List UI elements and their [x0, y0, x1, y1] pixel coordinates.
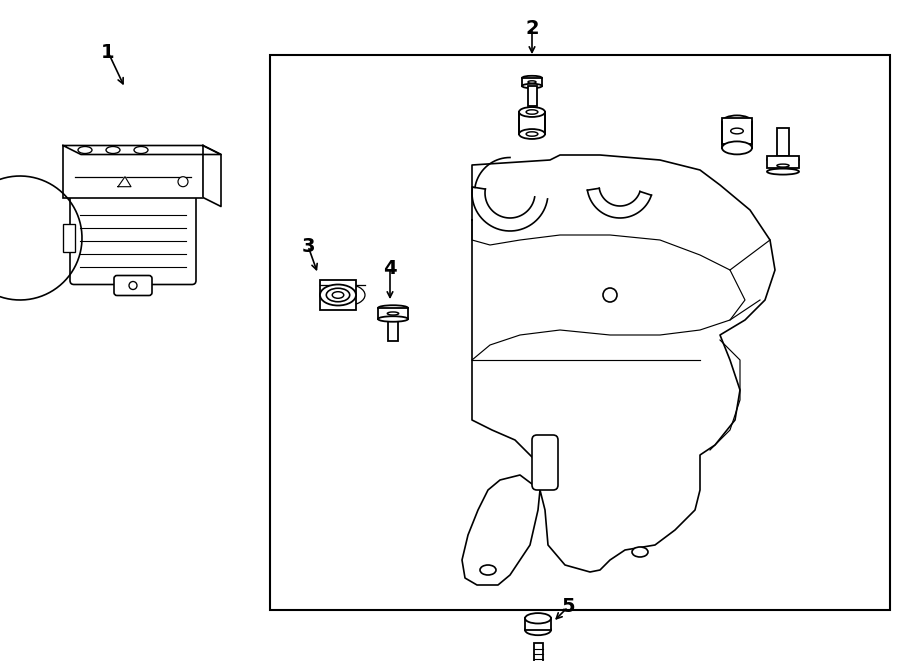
FancyBboxPatch shape: [70, 192, 196, 284]
Text: 2: 2: [526, 19, 539, 38]
Ellipse shape: [332, 292, 344, 298]
Ellipse shape: [632, 547, 648, 557]
Bar: [522, 78, 542, 86]
Ellipse shape: [767, 157, 799, 163]
Ellipse shape: [525, 613, 551, 623]
Bar: [270, 55, 890, 610]
Ellipse shape: [480, 565, 496, 575]
Text: 5: 5: [562, 598, 575, 617]
Bar: [777, 128, 789, 156]
Circle shape: [178, 176, 188, 186]
Bar: [722, 118, 752, 144]
Bar: [320, 280, 356, 310]
Ellipse shape: [519, 129, 545, 139]
Bar: [63, 145, 203, 198]
Ellipse shape: [327, 288, 350, 302]
Ellipse shape: [378, 316, 408, 322]
Ellipse shape: [106, 147, 120, 153]
Bar: [388, 319, 398, 341]
Circle shape: [129, 282, 137, 290]
Ellipse shape: [522, 76, 542, 80]
Ellipse shape: [320, 284, 356, 305]
Bar: [525, 618, 551, 630]
Bar: [767, 156, 799, 168]
Bar: [378, 308, 408, 319]
Ellipse shape: [722, 116, 752, 128]
Bar: [63, 224, 75, 252]
Ellipse shape: [526, 132, 538, 136]
Ellipse shape: [526, 110, 538, 114]
FancyBboxPatch shape: [114, 276, 152, 295]
Polygon shape: [462, 155, 775, 585]
Ellipse shape: [777, 164, 789, 167]
Ellipse shape: [519, 107, 545, 117]
Text: 4: 4: [383, 258, 397, 278]
Text: 3: 3: [302, 237, 315, 256]
Ellipse shape: [528, 81, 536, 83]
Bar: [519, 112, 545, 134]
Text: 1: 1: [101, 42, 115, 61]
Circle shape: [603, 288, 617, 302]
Ellipse shape: [78, 147, 92, 153]
Ellipse shape: [329, 284, 365, 305]
FancyBboxPatch shape: [532, 435, 558, 490]
Bar: [534, 643, 543, 661]
Ellipse shape: [134, 147, 148, 153]
Ellipse shape: [731, 128, 743, 134]
Ellipse shape: [722, 141, 752, 155]
Polygon shape: [63, 145, 221, 155]
Ellipse shape: [378, 305, 408, 311]
Ellipse shape: [767, 169, 799, 175]
Polygon shape: [118, 176, 131, 186]
Ellipse shape: [387, 312, 399, 315]
Ellipse shape: [525, 625, 551, 635]
Polygon shape: [203, 145, 221, 206]
Bar: [527, 86, 536, 106]
Ellipse shape: [522, 84, 542, 88]
